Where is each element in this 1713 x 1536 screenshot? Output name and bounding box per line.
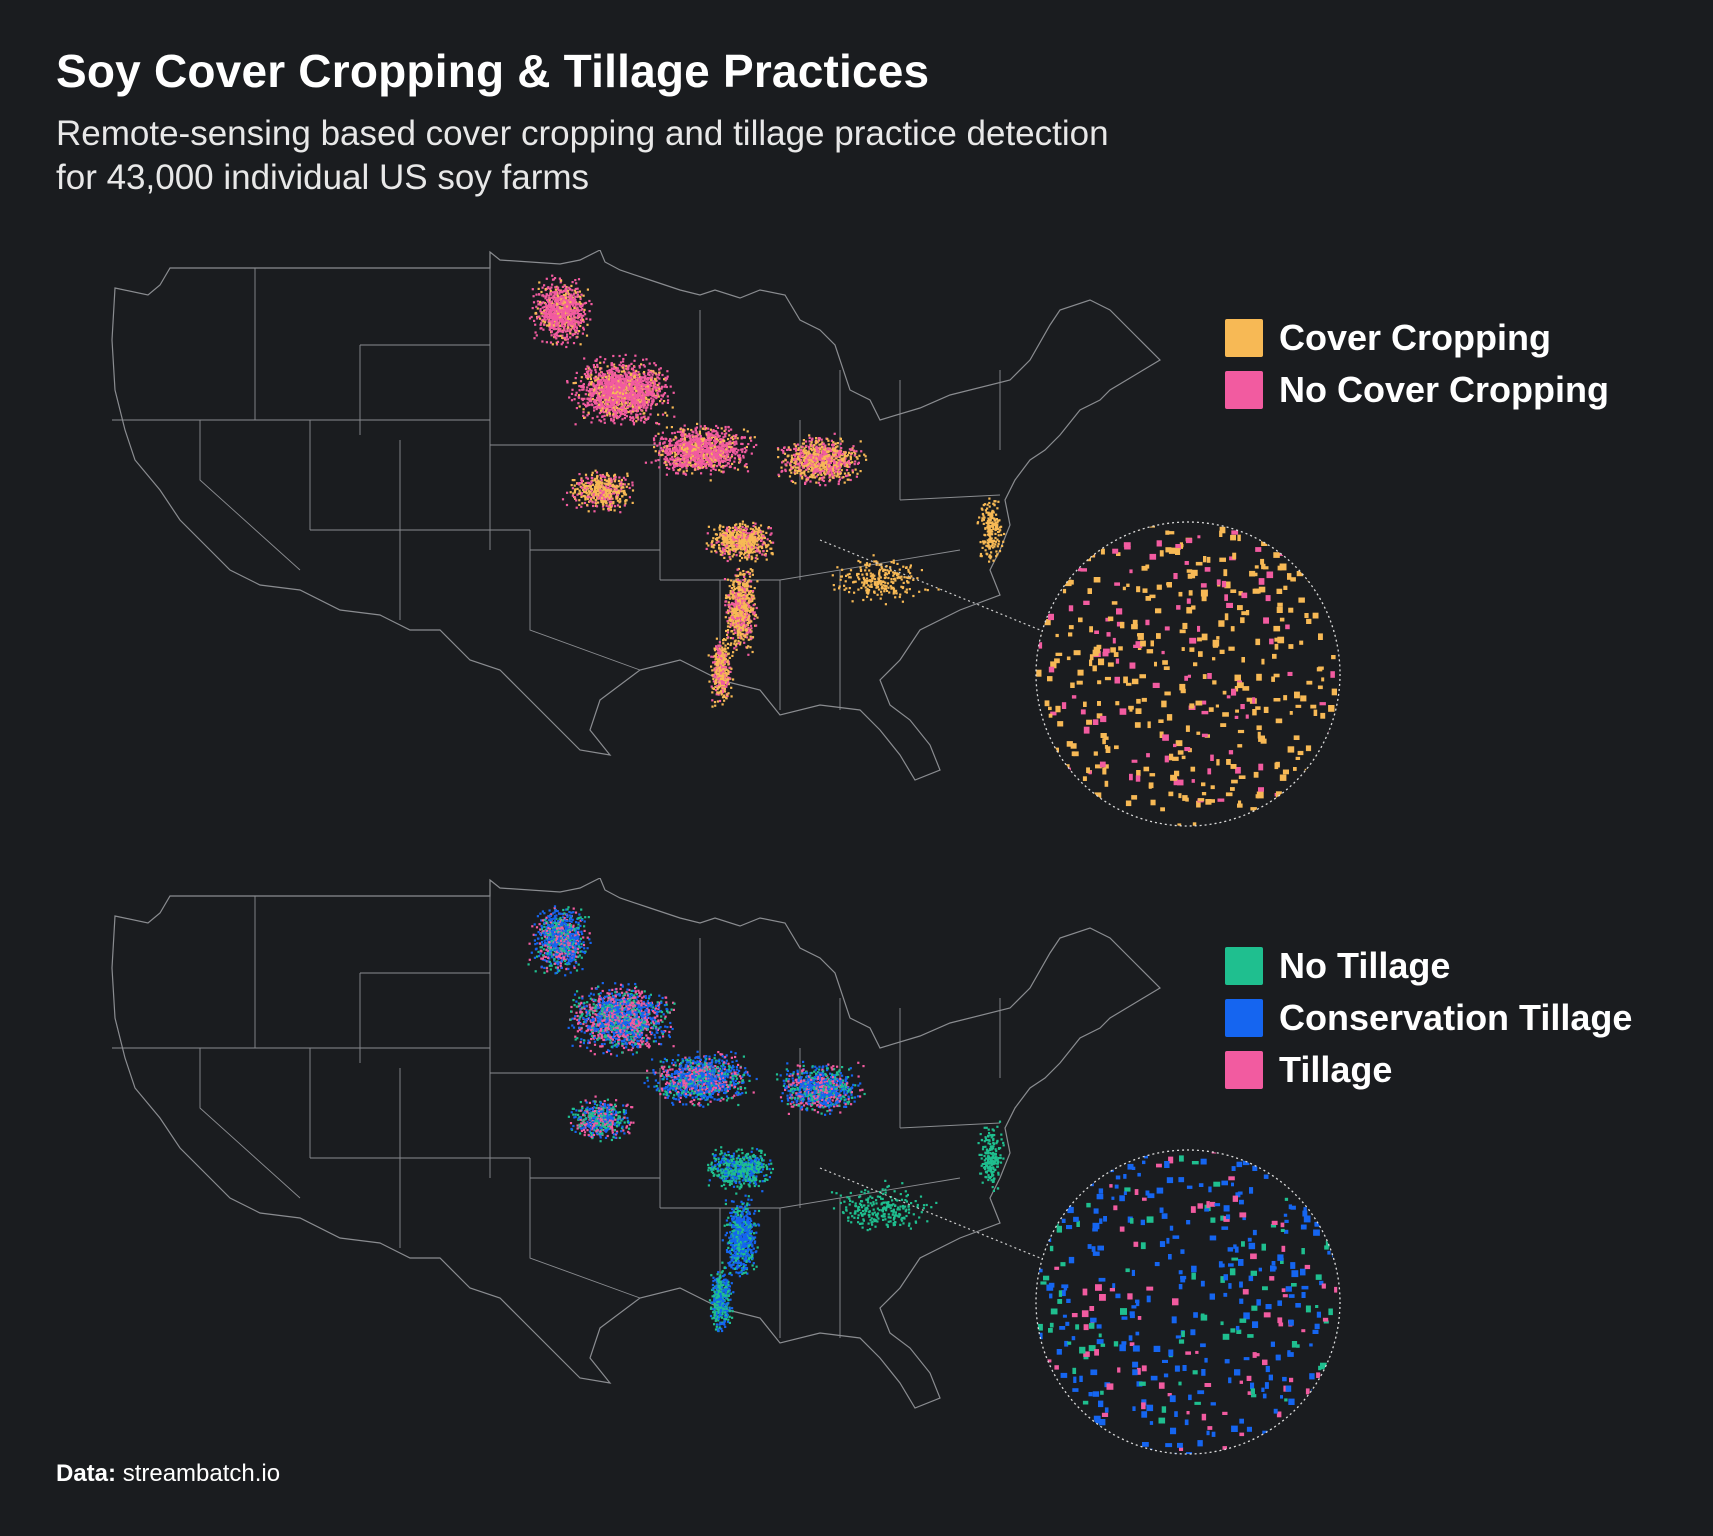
state-line [199, 1048, 301, 1199]
zoom-inset-circle [1035, 1149, 1341, 1455]
us-outline [111, 250, 1161, 781]
cover-cropping-map [111, 250, 1341, 827]
cover-cropping-swatch [1225, 319, 1263, 357]
legend-label: Tillage [1279, 1049, 1393, 1090]
tillage-legend: No Tillage Conservation Tillage Tillage [1225, 940, 1632, 1096]
no-cover-cropping-swatch [1225, 371, 1263, 409]
zoom-inset-dots [1036, 1150, 1340, 1454]
farm-dots [528, 274, 1006, 708]
cover-cropping-legend: Cover Cropping No Cover Cropping [1225, 312, 1609, 416]
state-line [899, 1122, 1001, 1129]
zoom-inset-circle [1035, 521, 1341, 827]
data-source: Data: streambatch.io [56, 1460, 280, 1488]
zoom-connector [819, 539, 1041, 631]
state-borders [111, 250, 1161, 781]
legend-item-tillage: Tillage [1225, 1044, 1632, 1096]
legend-label: No Cover Cropping [1279, 369, 1609, 410]
data-source-label: Data: [56, 1460, 117, 1487]
state-line [779, 1177, 961, 1209]
chart-title: Soy Cover Cropping & Tillage Practices [56, 45, 930, 97]
no-tillage-swatch [1225, 947, 1263, 985]
state-line [199, 420, 301, 571]
legend-item-conservation-tillage: Conservation Tillage [1225, 992, 1632, 1044]
legend-label: Cover Cropping [1279, 317, 1552, 358]
legend-item-no-tillage: No Tillage [1225, 940, 1632, 992]
state-line [529, 1158, 641, 1299]
legend-item-cover-cropping: Cover Cropping [1225, 312, 1609, 364]
tillage-swatch [1225, 1051, 1263, 1089]
tillage-map-panel: No Tillage Conservation Tillage Tillage [0, 878, 1713, 1478]
legend-label: No Tillage [1279, 945, 1451, 986]
state-line [899, 494, 1001, 501]
state-borders [111, 878, 1161, 1409]
farm-dots [527, 905, 1005, 1333]
zoom-inset-dots [1036, 522, 1340, 826]
state-line [529, 530, 641, 671]
tillage-map [111, 878, 1341, 1455]
legend-item-no-cover-cropping: No Cover Cropping [1225, 364, 1609, 416]
legend-label: Conservation Tillage [1279, 997, 1633, 1038]
us-outline [111, 878, 1161, 1409]
data-source-value: streambatch.io [122, 1460, 281, 1487]
conservation-tillage-swatch [1225, 999, 1263, 1037]
cover-cropping-map-panel: Cover Cropping No Cover Cropping [0, 250, 1713, 850]
chart-subtitle: Remote-sensing based cover cropping and … [56, 114, 1109, 197]
zoom-connector [819, 1167, 1041, 1259]
